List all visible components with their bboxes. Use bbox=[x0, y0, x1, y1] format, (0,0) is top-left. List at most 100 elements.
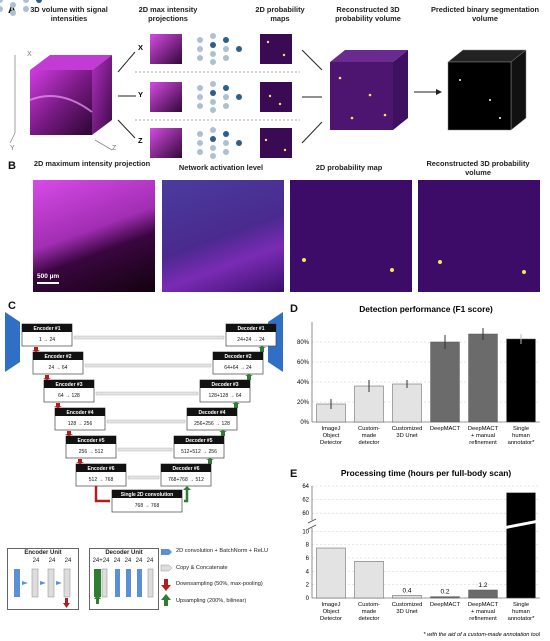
encoder-block: Encoder #3 64 → 128 bbox=[43, 379, 95, 403]
decoder-unit-title: Decoder Unit bbox=[105, 550, 143, 556]
encoder-block: Encoder #6 512 → 768 bbox=[75, 463, 127, 487]
x-tick-label: detector bbox=[359, 440, 380, 446]
decoder-dims: 64+64 → 24 bbox=[224, 365, 252, 371]
encoder-block: Encoder #1 1 → 24 bbox=[21, 323, 73, 347]
network-icon bbox=[0, 0, 42, 16]
bar bbox=[430, 596, 460, 599]
legend-icons bbox=[160, 549, 173, 606]
encoder-name: Encoder #4 bbox=[67, 410, 94, 416]
decoder-dims: 512+512 → 256 bbox=[181, 449, 217, 455]
decoder-dims: 768+768 → 512 bbox=[168, 477, 204, 483]
skip-connection bbox=[84, 363, 212, 368]
axis-x: X bbox=[27, 51, 32, 58]
up-arrow bbox=[208, 460, 212, 464]
decoder-name: Decoder #6 bbox=[173, 466, 200, 472]
data-label: 1.2 bbox=[478, 582, 487, 589]
data-label: 0.2 bbox=[440, 589, 449, 596]
input-wedge bbox=[5, 312, 20, 372]
y-tick-label: 0% bbox=[300, 420, 309, 426]
decoder-name: Decoder #5 bbox=[186, 438, 213, 444]
y-tick-label: 6 bbox=[306, 556, 310, 562]
du-num-2: 24 bbox=[113, 558, 121, 564]
y-tick-label: 60% bbox=[297, 360, 310, 366]
x-tick-label: Object bbox=[323, 609, 340, 615]
mip-title: 2D max intensity projections bbox=[138, 5, 198, 23]
down-arrow bbox=[78, 459, 82, 462]
encoder-name: Encoder #6 bbox=[88, 466, 115, 472]
x-tick-label: made bbox=[362, 609, 377, 615]
bar bbox=[506, 338, 536, 423]
encoder-block: Encoder #4 128 → 256 bbox=[54, 407, 106, 431]
decoder-name: Decoder #4 bbox=[199, 410, 226, 416]
bar bbox=[392, 595, 422, 599]
axis-break-mark bbox=[307, 524, 317, 530]
x-tick-label: annotator* bbox=[508, 616, 535, 622]
du-num-3: 24 bbox=[124, 558, 132, 564]
decoder-dims: 256+256 → 128 bbox=[194, 421, 230, 427]
encoder-unit-title: Encoder Unit bbox=[24, 550, 62, 556]
skip-connection bbox=[73, 335, 225, 340]
panel-a-graphic: X Y Z X Y Z bbox=[0, 0, 527, 159]
eu-num-1: 24 bbox=[32, 558, 40, 564]
decoder-block: Decoder #1 24+24 → 24 bbox=[225, 323, 277, 347]
x-tick-label: 3D Unet bbox=[396, 433, 418, 439]
decoder-name: Decoder #3 bbox=[212, 382, 239, 388]
volume-title: 3D volume with signal intensities bbox=[30, 5, 108, 23]
bar-break bbox=[505, 520, 537, 529]
encoder-name: Encoder #3 bbox=[56, 382, 83, 388]
decoder-dims: 128+128 → 64 bbox=[209, 393, 242, 399]
x-tick-label: Customized bbox=[392, 426, 423, 432]
chart-detection: Detection performance (F1 score) 0% 20% 40%… bbox=[297, 304, 540, 446]
decoder-block: Decoder #2 64+64 → 24 bbox=[212, 351, 264, 375]
x-tick-label: Detector bbox=[320, 440, 342, 446]
bar bbox=[468, 589, 498, 599]
footnote: * with the aid of a custom-made annotati… bbox=[423, 632, 540, 638]
y-tick-label: 80% bbox=[297, 340, 310, 346]
x-tick-label: Detector bbox=[320, 616, 342, 622]
legend-down: Downsampling (50%, max-pooling) bbox=[176, 581, 263, 587]
up-arrow bbox=[247, 376, 251, 380]
x-tick-label: DeepMACT bbox=[468, 602, 499, 608]
x-tick-label: + manual bbox=[471, 609, 495, 615]
y-tick-label: 4 bbox=[306, 569, 310, 575]
axis-indicator bbox=[9, 55, 113, 151]
panel-b-label: B bbox=[8, 160, 16, 172]
eu-num-2: 24 bbox=[48, 558, 56, 564]
axis-y: Y bbox=[10, 145, 15, 152]
y-tick-label: 60 bbox=[302, 511, 309, 517]
y-tick-label: 20% bbox=[297, 400, 310, 406]
b-prob-image bbox=[290, 180, 412, 292]
x-tick-label: detector bbox=[359, 616, 380, 622]
scale-bar-label: 500 µm bbox=[37, 273, 60, 280]
skip-connection bbox=[127, 475, 160, 480]
row-y-label: Y bbox=[138, 90, 143, 99]
seg-title: Predicted binary segmentation volume bbox=[430, 5, 539, 23]
bar bbox=[354, 561, 384, 599]
axis-break-mark bbox=[307, 518, 317, 524]
bar bbox=[316, 547, 346, 599]
decoder-block: Decoder #5 512+512 → 256 bbox=[173, 435, 225, 459]
bar bbox=[430, 341, 460, 423]
eu-num-3: 24 bbox=[64, 558, 72, 564]
down-arrow bbox=[34, 347, 38, 350]
chart-e-title: Processing time (hours per full-body sca… bbox=[341, 468, 512, 478]
encoder-name: Encoder #5 bbox=[78, 438, 105, 444]
b-recon-image bbox=[418, 180, 540, 292]
x-tick-label: made bbox=[362, 433, 377, 439]
encoder-name: Encoder #2 bbox=[45, 354, 72, 360]
x-tick-label: Single bbox=[513, 602, 529, 608]
decoder-name: Decoder #1 bbox=[238, 326, 265, 332]
x-tick-label: Object bbox=[323, 433, 340, 439]
up-arrow bbox=[234, 404, 238, 408]
up-arrow bbox=[221, 432, 225, 436]
x-tick-label: Custom- bbox=[358, 602, 380, 608]
row-x-label: X bbox=[138, 43, 143, 52]
skip-connection bbox=[95, 391, 199, 396]
volume-cube bbox=[29, 55, 112, 135]
y-tick-label: 8 bbox=[306, 543, 310, 549]
data-label: 0.4 bbox=[402, 587, 411, 594]
x-tick-label: Custom- bbox=[358, 426, 380, 432]
du-num-4: 24 bbox=[135, 558, 143, 564]
b-mip-image: 500 µm bbox=[33, 180, 155, 292]
x-tick-label: Customized bbox=[392, 602, 423, 608]
